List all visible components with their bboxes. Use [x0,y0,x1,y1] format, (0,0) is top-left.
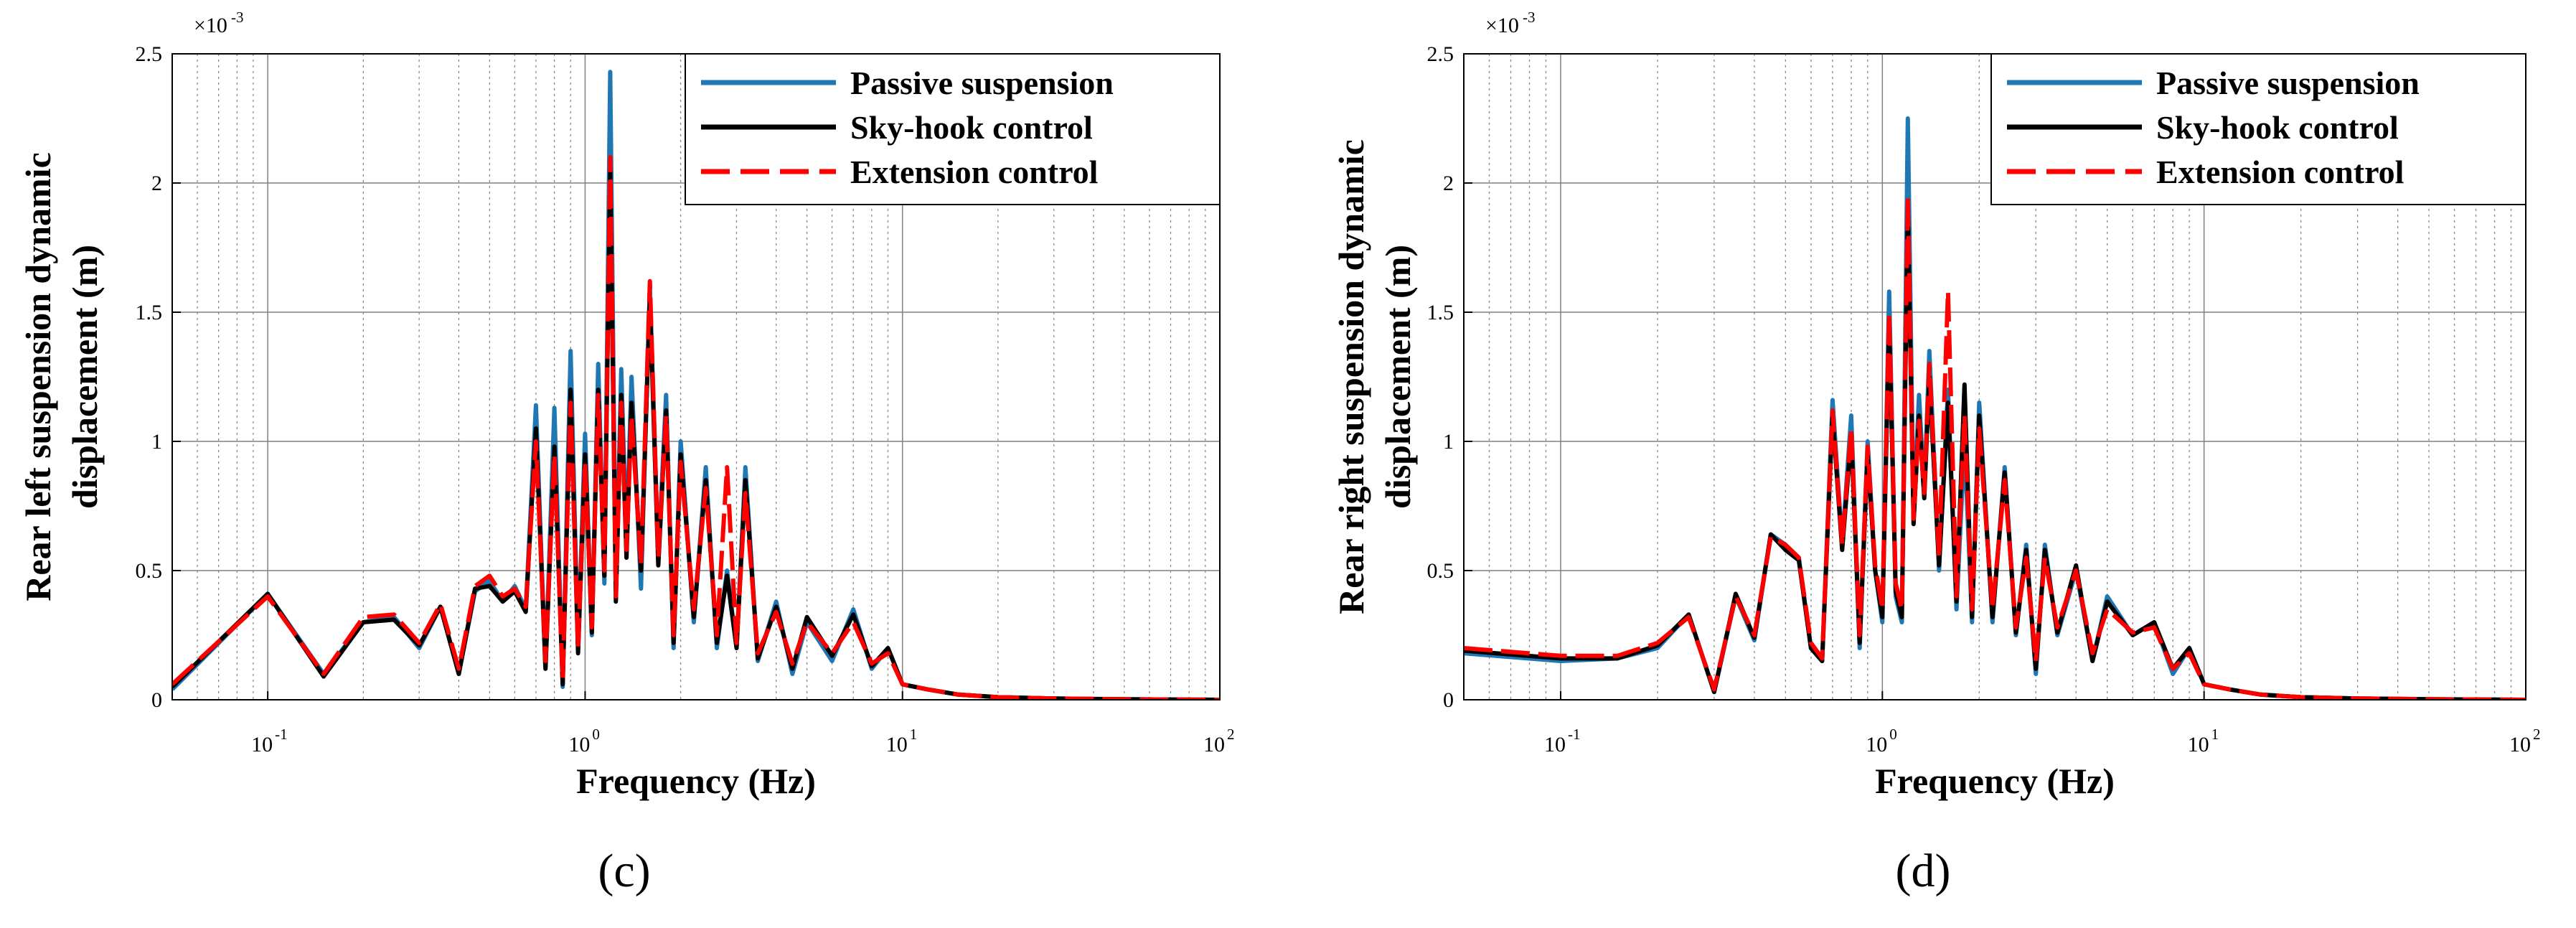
grid [1463,53,2526,700]
x-tick-label-exp: -1 [275,726,288,743]
y-tick-label: 1 [1443,430,1454,454]
y-axis-label-line2: displacement (m) [1378,245,1418,509]
x-tick-label-exp: 2 [1227,726,1235,743]
x-axis-label: Frequency (Hz) [576,761,816,801]
y-tick-label: 2 [1443,172,1454,195]
x-tick-label: 10 [1203,733,1225,756]
y-tick-label: 1.5 [136,301,163,324]
x-tick-label: 10 [1544,733,1566,756]
x-tick-label: 10 [2509,733,2531,756]
series-line-extension [172,155,1220,700]
y-tick-label: 0.5 [136,559,163,583]
series-line-passive [172,70,1220,700]
series-group [1464,116,2526,700]
legend-label: Passive suspension [850,65,1114,101]
x-tick-label-exp: 0 [1889,726,1897,743]
y-tick-label: 0 [1443,688,1454,712]
y-axis-label-line2: displacement (m) [65,245,105,509]
legend-box [685,53,1221,205]
x-tick-label: 10 [2188,733,2209,756]
y-tick-label: 1 [151,430,162,454]
legend-label: Extension control [850,154,1098,190]
legend-label: Sky-hook control [2156,109,2399,146]
x-tick-label-exp: 0 [592,726,600,743]
x-tick-label-exp: -1 [1568,726,1581,743]
y-multiplier: ×10 [1485,14,1519,37]
x-tick-label: 10 [886,733,908,756]
y-tick-label: 0.5 [1427,559,1454,583]
x-tick-label: 10 [568,733,590,756]
panel-caption: (d) [1896,845,1951,897]
y-tick-label: 1.5 [1427,301,1454,324]
x-axis-label: Frequency (Hz) [1875,761,2115,801]
y-tick-label: 0 [151,688,162,712]
series-line-extension [1464,194,2526,700]
x-tick-label-exp: 1 [2211,726,2219,743]
legend: Passive suspension Sky-hook control Extens… [1990,53,2526,205]
x-tick-label-exp: 1 [910,726,918,743]
x-tick-label: 10 [1866,733,1887,756]
legend-label: Extension control [2156,154,2404,190]
y-tick-label: 2.5 [1427,42,1454,66]
panel-d: 00.511.522.5×10-310-1 10 0 10 1 10 2Frequency … [1331,9,2541,897]
panel-c: 00.511.522.5×10-310-1 10 0 10 1 10 2Frequency … [18,9,1235,897]
y-multiplier-exp: -3 [1523,9,1536,26]
x-tick-label-exp: 2 [2533,726,2541,743]
legend: Passive suspension Sky-hook control Extens… [685,53,1221,205]
series-group [172,70,1220,700]
legend-label: Passive suspension [2156,65,2420,101]
panel-caption: (c) [598,845,650,897]
legend-label: Sky-hook control [850,109,1093,146]
series-line-skyhook [172,168,1220,700]
y-tick-label: 2 [151,172,162,195]
y-multiplier-exp: -3 [231,9,244,26]
x-tick-label: 10 [251,733,273,756]
y-axis-label-line1: Rear left suspension dynamic [18,152,58,601]
y-multiplier: ×10 [194,14,227,37]
y-axis-label-line1: Rear right suspension dynamic [1331,139,1371,614]
y-tick-label: 2.5 [136,42,163,66]
